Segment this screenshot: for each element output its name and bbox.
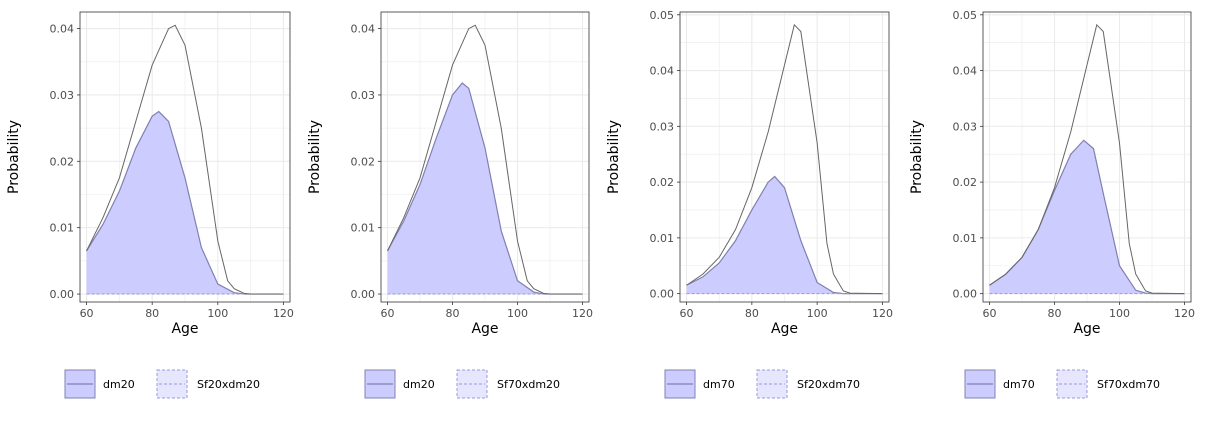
outline-curve [989,23,1185,295]
legend-label: Sf20xdm70 [797,378,860,391]
y-tick-label: 0.05 [650,9,675,22]
y-tick-label: 0.03 [650,120,675,133]
x-tick-label: 120 [872,307,893,320]
legend-label: Sf20xdm20 [197,378,260,391]
y-tick-label: 0.02 [351,155,376,168]
y-tick-label: 0.00 [351,288,376,301]
y-axis-label: Probability [606,120,622,194]
panel-1: 0.00 0.01 0.02 0.03 0.04 60 80 100 120 Age Probabi… [6,11,294,399]
panel-4: 0.00 0.01 0.02 0.03 0.04 0.05 60 80 100 120 Age Pro… [909,9,1195,399]
legend: dm20 Sf20xdm20 [64,369,260,399]
x-tick-label: 120 [572,307,593,320]
x-tick-label: 60 [680,307,694,320]
y-axis-label: Probability [307,120,323,194]
legend-label: dm70 [703,378,735,391]
x-tick-label: 60 [381,307,395,320]
x-tick-label: 100 [207,307,228,320]
y-tick-label: 0.02 [953,176,978,189]
y-tick-label: 0.02 [50,155,75,168]
x-tick-label: 120 [273,307,294,320]
x-tick-label: 80 [745,307,759,320]
y-tick-label: 0.02 [650,176,675,189]
area-edge-dm20 [386,82,583,295]
y-tick-label: 0.01 [953,232,978,245]
y-tick-label: 0.04 [351,23,376,36]
y-tick-label: 0.03 [953,120,978,133]
area-dm70 [989,140,1185,294]
y-tick-label: 0.01 [50,222,75,235]
x-axis-label: Age [771,321,798,337]
area-dm20 [387,83,583,295]
y-axis-label: Probability [6,120,22,194]
outline-curve [387,24,583,295]
panel-3: 0.00 0.01 0.02 0.03 0.04 0.05 60 80 100 120 Age Pro… [606,9,893,399]
panel-border [79,11,291,303]
y-tick-label: 0.04 [953,65,978,78]
legend: dm70 Sf20xdm70 [664,369,860,399]
y-tick-label: 0.04 [50,23,75,36]
x-axis-label: Age [1073,321,1100,337]
x-axis-label: Age [471,321,498,337]
x-tick-label: 80 [145,307,159,320]
y-axis-label: Probability [909,120,925,194]
legend-label: Sf70xdm70 [1097,378,1160,391]
panel-border [380,11,590,303]
x-tick-label: 60 [983,307,997,320]
legend-label: dm70 [1003,378,1035,391]
x-tick-label: 100 [507,307,528,320]
x-axis-label: Age [171,321,198,337]
x-tick-label: 100 [807,307,828,320]
legend: dm20 Sf70xdm20 [364,369,560,399]
panel-2: 0.00 0.01 0.02 0.03 0.04 60 80 100 120 Age Probabi… [307,11,593,399]
legend-label: dm20 [103,378,135,391]
y-tick-label: 0.05 [953,9,978,22]
legend: dm70 Sf70xdm70 [964,369,1160,399]
y-tick-label: 0.03 [351,89,376,102]
x-tick-label: 60 [80,307,94,320]
y-tick-label: 0.03 [50,89,75,102]
y-tick-label: 0.00 [50,288,75,301]
panel-border [982,11,1192,303]
x-tick-label: 80 [1048,307,1062,320]
legend-label: Sf70xdm20 [497,378,560,391]
x-tick-label: 80 [446,307,460,320]
y-tick-label: 0.00 [650,288,675,301]
area-dm20 [86,111,284,295]
y-tick-label: 0.01 [351,222,376,235]
x-tick-label: 100 [1109,307,1130,320]
y-tick-label: 0.00 [953,288,978,301]
area-dm70 [686,176,883,294]
outline-curve [686,23,883,295]
x-tick-label: 120 [1174,307,1195,320]
y-tick-label: 0.01 [650,232,675,245]
panel-border [679,11,890,303]
y-tick-label: 0.04 [650,65,675,78]
legend-label: dm20 [403,378,435,391]
outline-curve [86,24,284,295]
